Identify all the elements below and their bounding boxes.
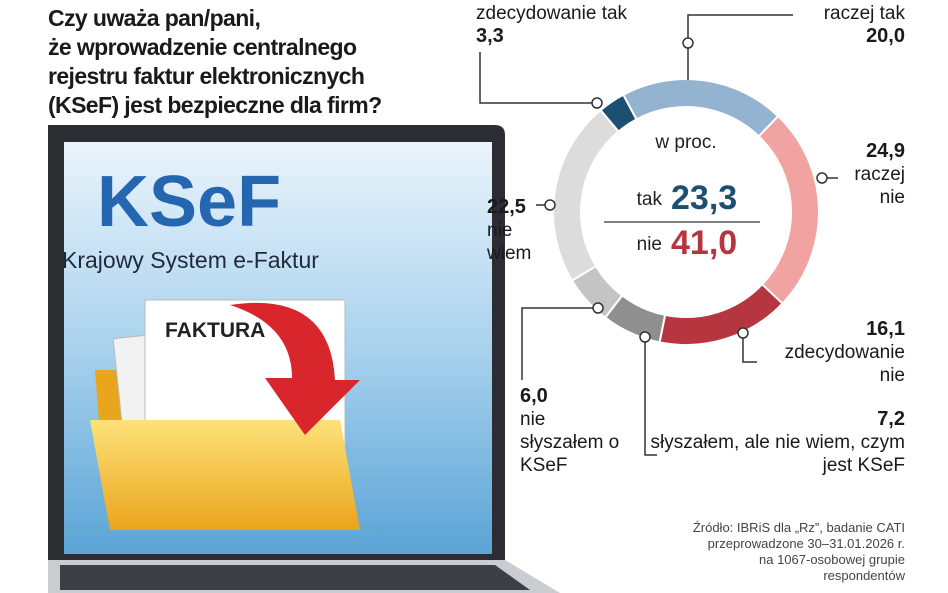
category-label: zdecydowanie tak — [476, 3, 628, 24]
callout-label: 22,5 nie wiem — [487, 196, 547, 265]
callout-dot — [737, 327, 749, 339]
category-label: raczej tak — [823, 3, 905, 24]
source: Źródło: IBRiS dla „Rz”, badanie CATI prze… — [693, 520, 905, 584]
laptop-illustration: KSeF Krajowy System e-Faktur FAKTURA — [48, 125, 560, 593]
title-line: że wprowadzenie centralnego — [48, 34, 357, 60]
value-label: 22,5 — [487, 196, 526, 218]
callout-line — [479, 52, 597, 104]
callout-label: 7,2 słyszałem, ale nie wiem, czym jest KS… — [650, 408, 905, 477]
summary-label: nie — [637, 234, 662, 255]
value-label: 3,3 — [476, 25, 504, 47]
callout-dot — [592, 302, 604, 314]
value-label: 6,0 — [520, 385, 548, 407]
title-line: rejestru faktur elektronicznych — [48, 63, 365, 89]
logo-subtitle: Krajowy System e-Faktur — [62, 247, 319, 273]
title-line: (KSeF) jest bezpieczne dla firm? — [48, 92, 382, 118]
summary-value: 23,3 — [671, 179, 737, 217]
callout-label: 24,9 raczej nie — [835, 140, 905, 209]
value-label: 16,1 — [866, 318, 905, 340]
callout-line — [687, 14, 793, 80]
donut-segment — [552, 108, 620, 282]
source-line: Źródło: IBRiS dla „Rz”, badanie CATI — [692, 520, 905, 535]
value-label: 20,0 — [866, 25, 905, 47]
donut-segment — [621, 78, 780, 138]
title-line: Czy uważa pan/pani, — [48, 5, 261, 31]
summary-label: tak — [637, 189, 663, 210]
category-label: zdecydowanie nie — [784, 342, 905, 386]
category-label: słyszałem, ale nie wiem, czym jest KSeF — [650, 432, 905, 476]
logo: KSeF — [97, 162, 281, 242]
callout-label: 6,0 nie słyszałem o KSeF — [520, 385, 620, 477]
category-label: raczej nie — [854, 164, 905, 208]
source-line: respondentów — [823, 568, 905, 583]
callout-line — [644, 337, 657, 456]
callout-line — [521, 307, 598, 380]
callout-dot — [544, 199, 556, 211]
source-line: na 1067-osobowej grupie — [759, 552, 905, 567]
unit-label: w proc. — [654, 132, 716, 153]
callout-dot — [639, 331, 651, 343]
callout-line — [742, 333, 757, 363]
category-label: nie wiem — [487, 220, 532, 264]
callout-dot — [816, 172, 828, 184]
donut-segment — [757, 114, 820, 305]
callout-label: zdecydowanie tak 3,3 — [476, 2, 627, 48]
summary-value: 41,0 — [671, 224, 737, 262]
callout-label: 16,1 zdecydowanie nie — [755, 318, 905, 387]
value-label: 24,9 — [866, 140, 905, 162]
callout-label: raczej tak 20,0 — [824, 2, 905, 48]
document-label: FAKTURA — [165, 319, 265, 342]
source-line: przeprowadzone 30–31.01.2026 r. — [707, 536, 905, 551]
title: Czy uważa pan/pani, że wprowadzenie centr… — [48, 4, 382, 120]
value-label: 7,2 — [877, 408, 905, 430]
callout-dot — [591, 97, 603, 109]
category-label: nie słyszałem o KSeF — [520, 409, 620, 476]
callout-dot — [682, 37, 694, 49]
